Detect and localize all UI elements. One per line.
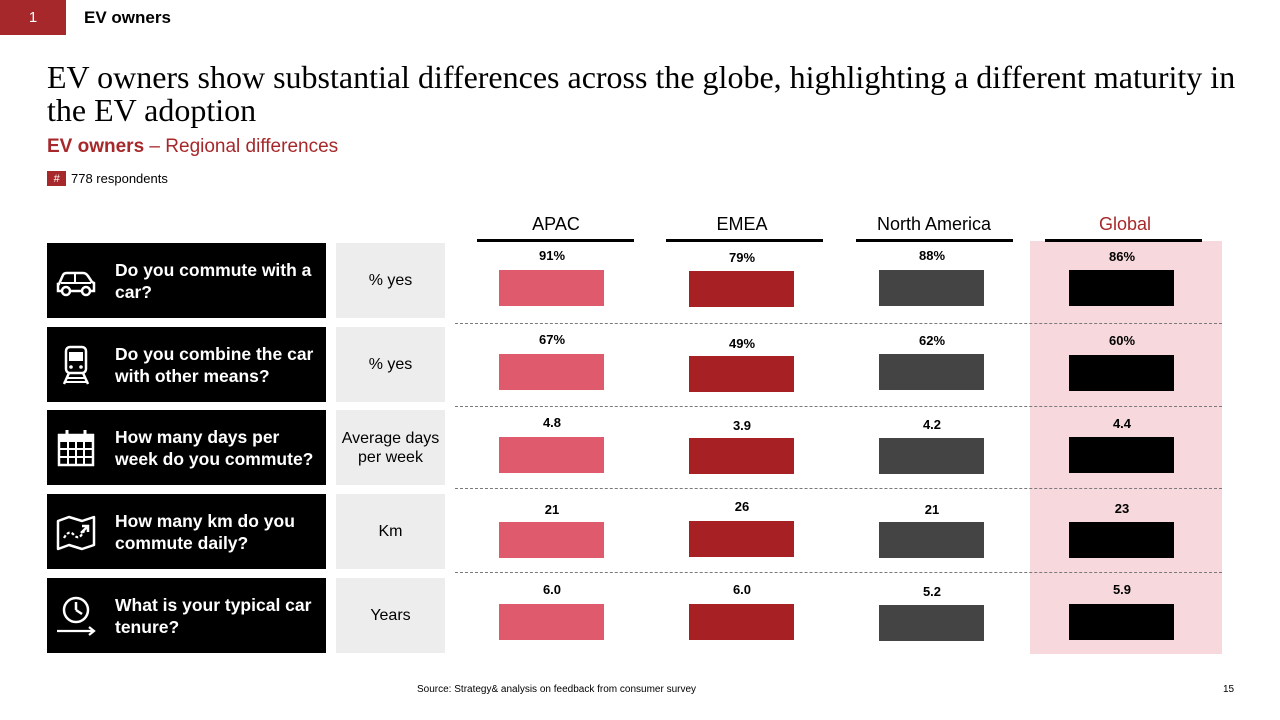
metric-label: Years xyxy=(336,578,445,653)
value-label-global: 23 xyxy=(1114,500,1130,516)
bar-emea xyxy=(689,438,794,475)
value-label-north-america: 21 xyxy=(924,501,940,517)
question-text: How many km do you commute daily? xyxy=(115,510,295,553)
value-label-global: 86% xyxy=(1108,248,1136,264)
bar-global xyxy=(1069,437,1174,474)
section-title: EV owners xyxy=(84,8,171,27)
value-label-north-america: 62% xyxy=(918,333,946,349)
metric-label: Average days per week xyxy=(336,410,445,485)
question-text: Do you combine the car with other means? xyxy=(115,343,314,386)
column-rule-global xyxy=(1045,239,1202,242)
bar-north-america xyxy=(879,522,984,559)
value-label-global: 60% xyxy=(1108,333,1136,349)
car-icon xyxy=(56,271,96,297)
bar-emea xyxy=(689,270,794,307)
map-route-icon xyxy=(56,515,96,551)
section-number-badge: 1 xyxy=(0,0,66,35)
page-title: EV owners show substantial differences a… xyxy=(47,59,1236,128)
value-label-emea: 26 xyxy=(734,499,750,514)
row-separator xyxy=(455,406,1222,407)
question-box-combine-means: Do you combine the car with other means? xyxy=(47,327,326,402)
train-icon xyxy=(62,345,90,385)
question-box-commute-car: Do you commute with a car? xyxy=(47,243,326,318)
value-label-north-america: 88% xyxy=(918,248,946,264)
row-separator xyxy=(455,572,1222,573)
value-label-apac: 6.0 xyxy=(542,582,562,597)
value-label-north-america: 4.2 xyxy=(922,416,942,432)
question-box-km-daily: How many km do you commute daily? xyxy=(47,494,326,569)
value-label-global: 4.4 xyxy=(1112,416,1132,432)
value-label-global: 5.9 xyxy=(1112,582,1132,598)
metric-label: Km xyxy=(336,494,445,569)
bar-apac xyxy=(499,354,604,390)
bar-global xyxy=(1069,354,1174,391)
value-label-emea: 49% xyxy=(728,335,756,351)
metric-label: % yes xyxy=(336,243,445,318)
value-label-apac: 4.8 xyxy=(542,415,562,430)
column-rule-apac xyxy=(477,239,634,242)
column-header-apac: APAC xyxy=(532,214,580,234)
value-label-apac: 67% xyxy=(538,332,566,347)
bar-emea xyxy=(689,521,794,557)
column-rule-north-america xyxy=(856,239,1013,242)
row-separator xyxy=(455,323,1222,324)
bar-apac xyxy=(499,522,604,559)
bar-north-america xyxy=(879,354,984,391)
page-number: 15 xyxy=(1223,684,1235,695)
question-box-days-per-week: How many days per week do you commute? xyxy=(47,410,326,485)
value-label-north-america: 5.2 xyxy=(922,583,942,599)
column-header-north-america: North America xyxy=(876,214,992,234)
hash-badge: # xyxy=(47,171,66,186)
metric-label: % yes xyxy=(336,327,445,402)
bar-global xyxy=(1069,521,1174,558)
bar-north-america xyxy=(879,604,984,641)
value-label-emea: 3.9 xyxy=(732,417,752,433)
bar-global xyxy=(1069,604,1174,641)
row-separator xyxy=(455,488,1222,489)
respondent-count: 778 respondents xyxy=(71,171,168,186)
bar-emea xyxy=(689,604,794,640)
column-header-global: Global xyxy=(1098,214,1152,234)
clock-arrow-icon xyxy=(57,596,96,636)
bar-emea xyxy=(689,355,794,392)
subtitle-rest: – Regional differences xyxy=(144,136,339,157)
bar-apac xyxy=(499,604,604,640)
value-label-apac: 21 xyxy=(544,501,560,517)
source-note: Source: Strategy& analysis on feedback f… xyxy=(417,684,697,695)
question-box-car-tenure: What is your typical car tenure? xyxy=(47,578,326,653)
chart-subtitle: EV owners – Regional differences xyxy=(47,136,338,158)
bar-apac xyxy=(499,437,604,473)
subtitle-bold: EV owners xyxy=(47,136,145,157)
value-label-apac: 91% xyxy=(538,248,566,263)
value-label-emea: 79% xyxy=(728,249,756,265)
column-rule-emea xyxy=(666,239,823,242)
question-text: What is your typical car tenure? xyxy=(115,594,312,637)
column-header-emea: EMEA xyxy=(716,214,768,234)
question-text: Do you commute with a car? xyxy=(115,259,312,302)
bar-apac xyxy=(499,270,604,306)
bar-north-america xyxy=(879,270,984,307)
bar-global xyxy=(1069,270,1174,307)
value-label-emea: 6.0 xyxy=(732,582,752,597)
bar-north-america xyxy=(879,437,984,474)
calendar-icon xyxy=(57,430,95,467)
question-text: How many days per week do you commute? xyxy=(115,426,314,469)
